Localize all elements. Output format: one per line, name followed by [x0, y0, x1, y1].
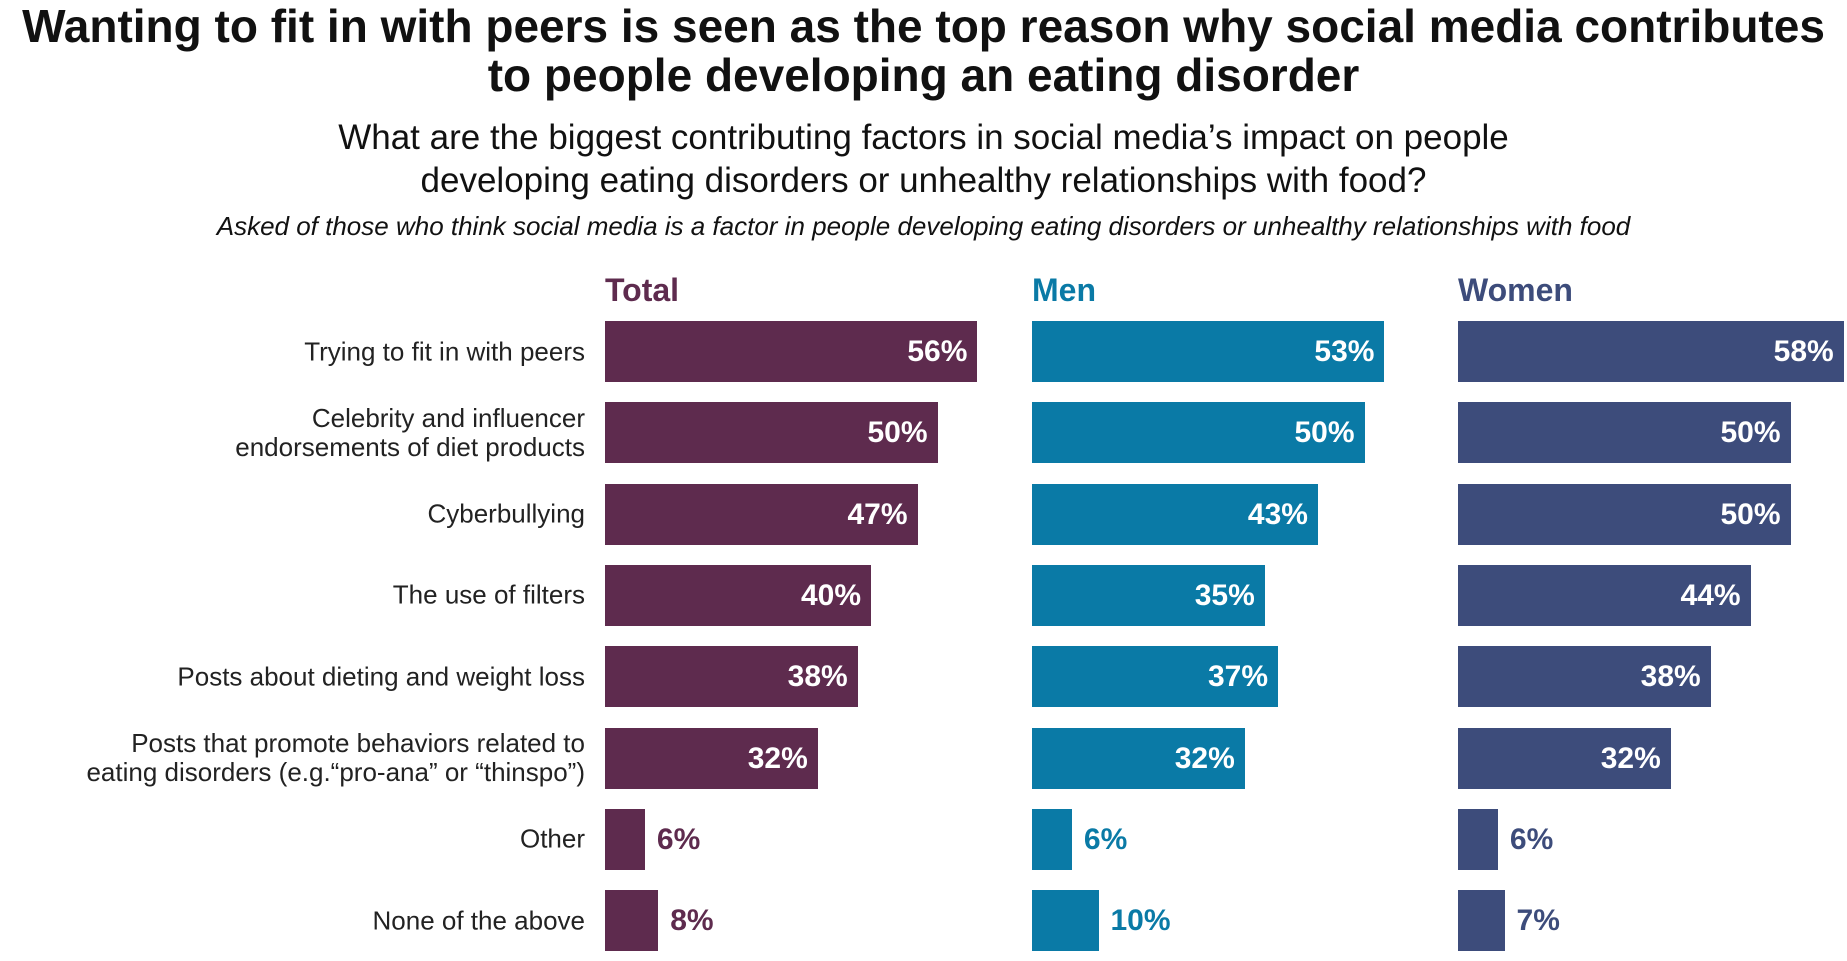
bar-women — [1458, 808, 1498, 870]
chart-subtitle: What are the biggest contributing factor… — [338, 118, 1509, 200]
category-label: Trying to fit in with peers — [304, 336, 585, 366]
bar-men — [1032, 402, 1365, 464]
bar-women — [1458, 402, 1791, 464]
data-label: 50% — [1294, 416, 1355, 450]
data-label: 6% — [1083, 822, 1128, 856]
data-label: 8% — [670, 904, 714, 938]
data-label: 7% — [1516, 904, 1560, 938]
data-label: 53% — [1314, 335, 1375, 368]
bar-total — [605, 321, 978, 382]
category-label: Posts about dieting and weight loss — [177, 661, 585, 692]
series-header-women: Women — [1458, 272, 1573, 308]
data-label: 6% — [1509, 822, 1554, 856]
category-label: The use of filters — [392, 579, 585, 610]
data-label: 50% — [1720, 497, 1781, 531]
bar-women — [1458, 727, 1671, 789]
data-label: 32% — [1600, 741, 1661, 775]
data-label: 50% — [867, 416, 928, 450]
category-label: Other — [519, 823, 585, 854]
data-label: 37% — [1208, 660, 1269, 694]
data-label: 32% — [747, 741, 808, 775]
series-header-total: Total — [605, 272, 680, 308]
category-label: Celebrity and influencer endorsements of … — [235, 402, 585, 462]
bar-women — [1458, 646, 1711, 708]
bar-total — [605, 808, 645, 870]
data-label: 44% — [1680, 578, 1741, 612]
bar-total — [605, 727, 818, 789]
data-label: 50% — [1720, 416, 1781, 450]
chart-title: Wanting to fit in with peers is seen as … — [22, 0, 1825, 101]
data-label: 56% — [907, 335, 968, 368]
data-label: 32% — [1174, 741, 1235, 775]
bar-women — [1458, 890, 1505, 952]
category-label: Posts that promote behaviors related to e… — [86, 728, 585, 787]
bar-total — [605, 564, 871, 626]
bar-men — [1032, 808, 1072, 870]
bar-total — [605, 402, 938, 464]
chart-note: Asked of those who think social media is… — [216, 211, 1631, 241]
bar-men — [1032, 646, 1279, 708]
data-label: 35% — [1194, 578, 1255, 612]
series-header-men: Men — [1032, 272, 1096, 308]
bar-men — [1032, 483, 1318, 545]
data-label: 43% — [1247, 497, 1308, 531]
bar-women — [1458, 564, 1751, 626]
bar-men — [1032, 890, 1099, 952]
bar-women — [1458, 321, 1844, 382]
bar-men — [1032, 727, 1245, 789]
bar-women — [1458, 483, 1791, 545]
data-label: 47% — [847, 497, 908, 531]
data-label: 38% — [1640, 660, 1701, 694]
data-label: 40% — [800, 578, 861, 612]
bar-total — [605, 483, 918, 545]
category-label: Cyberbullying — [427, 498, 585, 529]
data-label: 38% — [787, 660, 848, 694]
data-label: 10% — [1110, 904, 1171, 938]
bar-total — [605, 646, 858, 708]
bar-total — [605, 890, 659, 952]
data-label: 6% — [656, 822, 701, 856]
data-label: 58% — [1773, 335, 1834, 368]
bar-men — [1032, 321, 1385, 382]
category-label: None of the above — [372, 905, 586, 936]
bar-men — [1032, 564, 1265, 626]
